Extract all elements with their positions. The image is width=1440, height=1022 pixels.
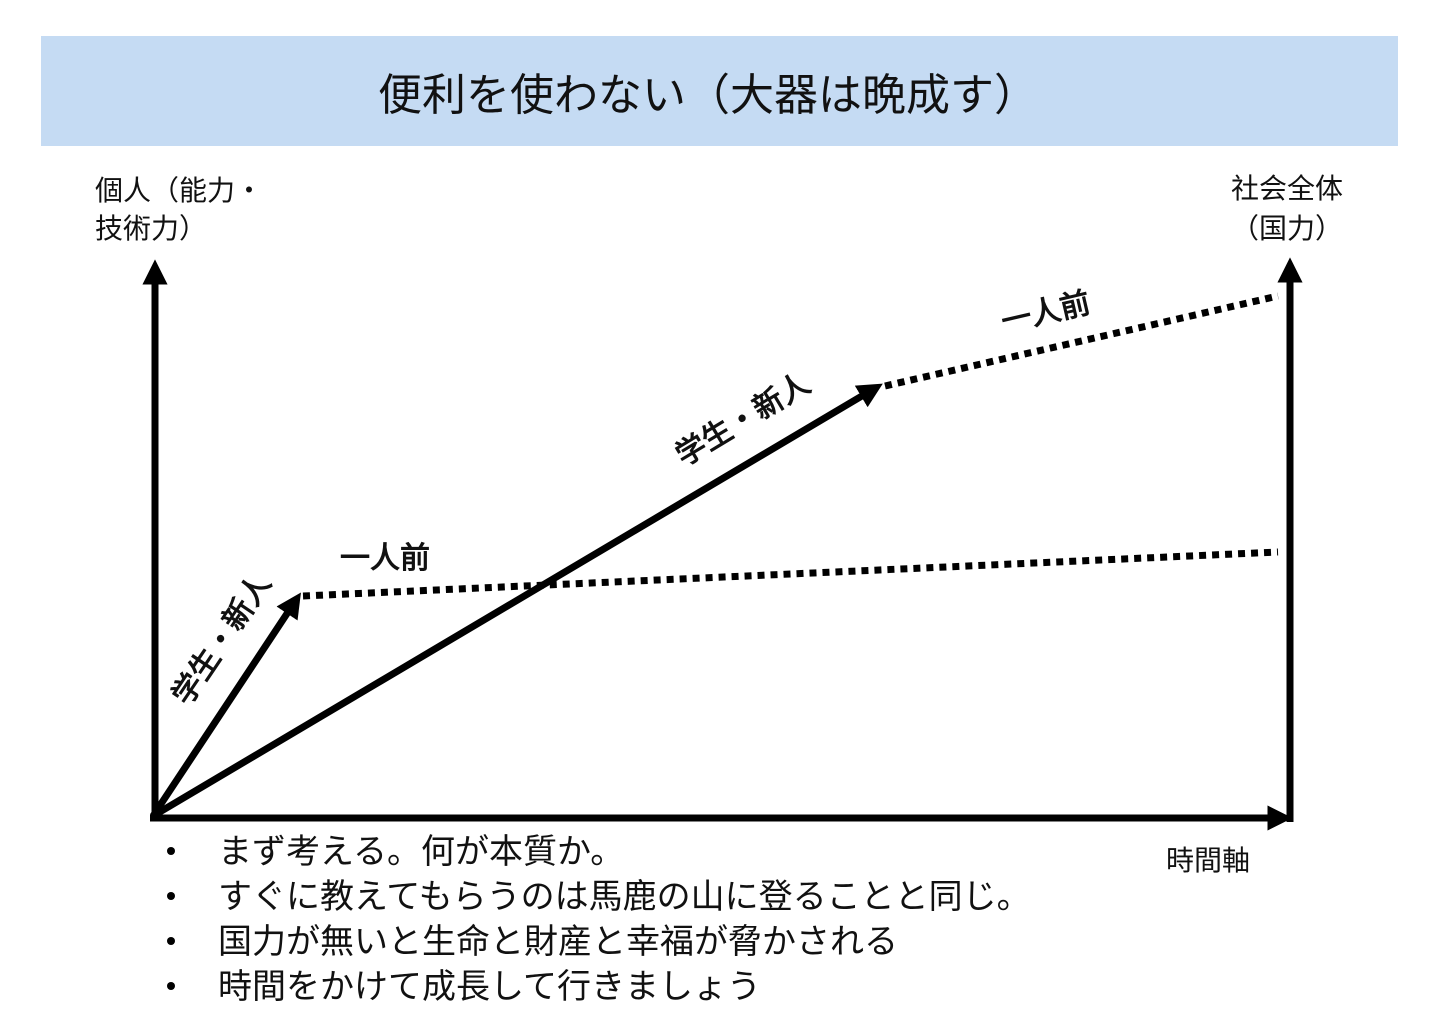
path-label: 一人前	[340, 541, 430, 576]
bullet-dot	[167, 982, 175, 990]
bullet-dot	[167, 937, 175, 945]
right-axis-label: （国力）	[1231, 212, 1343, 245]
title-bar	[41, 36, 1398, 146]
path-label: 学生・新人	[670, 366, 817, 473]
bullet-list: まず考える。何が本質か。 すぐに教えてもらうのは馬鹿の山に登ることと同じ。 国力…	[167, 832, 1031, 1007]
arrow	[150, 592, 301, 818]
bullet-text: 時間をかけて成長して行きましょう	[218, 967, 761, 1007]
path-label: 学生・新人	[166, 568, 279, 712]
right-axis-label: 社会全体	[1231, 172, 1343, 205]
arrow	[151, 383, 883, 820]
bullet-text: 国力が無いと生命と財産と幸福が脅かされる	[218, 922, 898, 962]
bullet-text: すぐに教えてもらうのは馬鹿の山に登ることと同じ。	[218, 877, 1031, 917]
path-label: 一人前	[998, 286, 1094, 340]
bullet-text: まず考える。何が本質か。	[218, 832, 624, 872]
x-axis-label: 時間軸	[1166, 844, 1250, 877]
left-axis-label: 技術力）	[95, 212, 207, 245]
dotted-line	[302, 548, 1279, 600]
bullet-dot	[167, 892, 175, 900]
left-axis-label: 個人（能力・	[95, 174, 263, 207]
dotted-line	[884, 292, 1279, 390]
title: 便利を使わない（大器は晩成す）	[378, 70, 1038, 121]
bullet-dot	[167, 847, 175, 855]
